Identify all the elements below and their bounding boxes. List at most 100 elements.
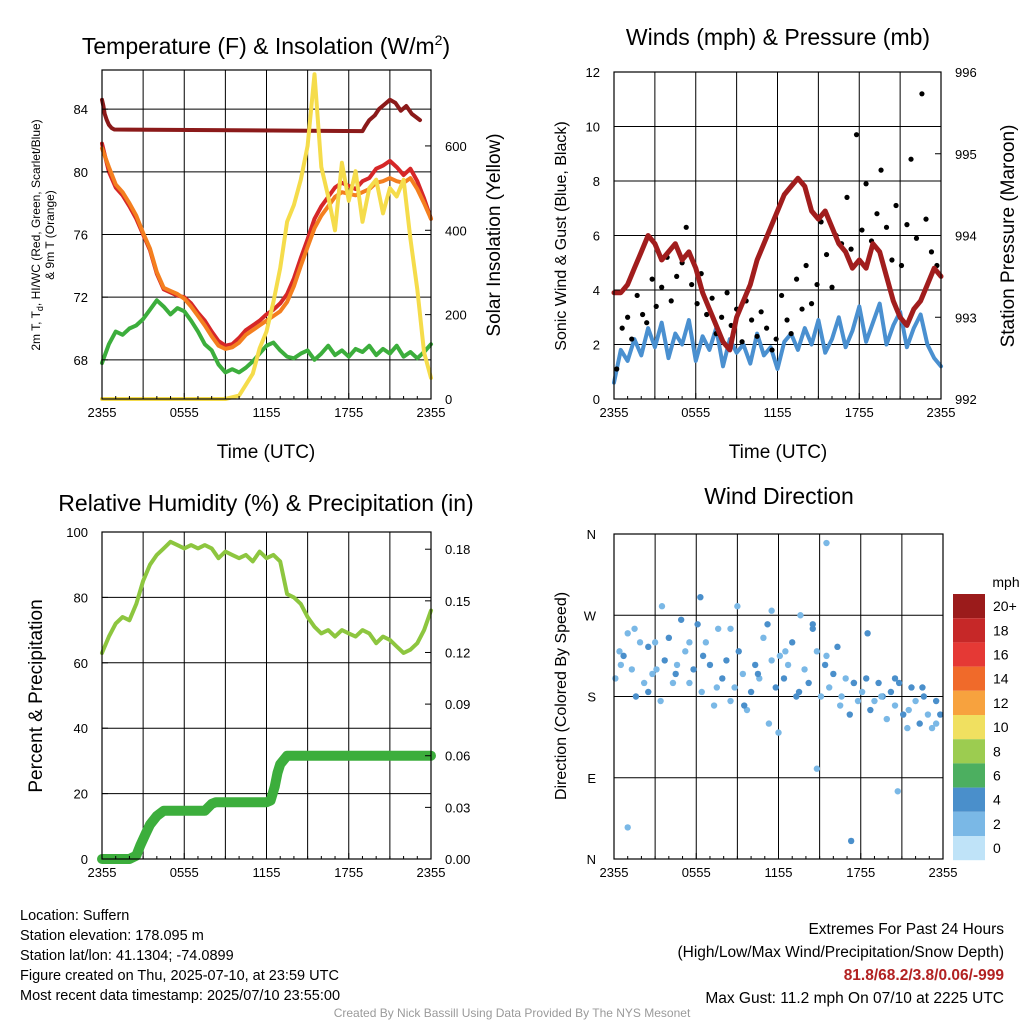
x-tick-label: 2355 <box>929 865 958 880</box>
gust-point <box>629 336 635 342</box>
direction-point <box>863 675 870 682</box>
y-tick-label: 84 <box>74 102 88 117</box>
x-tick-label: 2355 <box>88 405 117 420</box>
direction-point <box>775 729 782 736</box>
direction-point <box>727 625 734 632</box>
gust-point <box>668 298 674 304</box>
direction-point <box>809 621 816 628</box>
direction-point <box>617 661 625 669</box>
gust-point <box>758 309 764 315</box>
station-latlon: Station lat/lon: 41.1304; -74.0899 <box>20 948 234 964</box>
x-tick-label: 1755 <box>846 865 875 880</box>
legend-label: 20+ <box>993 598 1017 614</box>
wind-y-label: Sonic Wind & Gust (Blue, Black) <box>553 121 570 350</box>
direction-point <box>891 702 899 709</box>
humidity-panel: Relative Humidity (%) & Precipitation (i… <box>26 490 474 880</box>
direction-point <box>760 634 767 642</box>
insolation-y-label: Solar Insolation (Yellow) <box>484 133 505 336</box>
x-tick-label: 2355 <box>927 405 956 420</box>
y-right-tick-label: 995 <box>955 147 977 162</box>
direction-point <box>919 684 926 691</box>
legend-label: 12 <box>993 695 1009 711</box>
legend-swatch <box>953 739 985 764</box>
x-tick-label: 1755 <box>334 865 363 880</box>
legend-swatch <box>953 811 985 836</box>
direction-point <box>887 688 895 696</box>
x-tick-label: 0555 <box>170 405 199 420</box>
direction-point <box>789 639 796 646</box>
x-tick-label: 0555 <box>170 865 199 880</box>
direction-point <box>661 657 668 664</box>
winds-panel-title: Winds (mph) & Pressure (mb) <box>626 24 930 50</box>
x-tick-label: 0555 <box>682 865 711 880</box>
y-right-tick-label: 200 <box>445 308 467 323</box>
credit-line: Created By Nick Bassill Using Data Provi… <box>333 1006 691 1020</box>
y-tick-label: E <box>587 771 596 786</box>
direction-point <box>669 679 677 687</box>
direction-point <box>878 693 885 700</box>
gust-point <box>793 276 800 282</box>
x-tick-label: 0555 <box>681 405 710 420</box>
direction-point <box>672 670 679 678</box>
extremes-values: 81.8/68.2/3.8/0.06/-999 <box>843 967 1004 984</box>
series-line-3 <box>100 298 433 375</box>
direction-point <box>821 661 829 669</box>
x-tick-label: 2355 <box>600 405 629 420</box>
series-line-0 <box>612 301 943 385</box>
legend-swatch <box>953 763 985 788</box>
legend-label: 8 <box>993 743 1001 759</box>
gust-point <box>919 91 925 97</box>
legend-label: 16 <box>993 647 1009 663</box>
gust-point <box>619 325 625 331</box>
gust-point <box>844 194 850 200</box>
direction-point <box>826 684 833 691</box>
direction-point <box>838 693 845 700</box>
gust-point <box>883 224 890 230</box>
direction-point <box>801 666 808 673</box>
direction-point <box>920 693 928 700</box>
direction-point <box>895 679 903 687</box>
direction-point <box>916 720 923 727</box>
direction-point <box>858 688 866 696</box>
legend-swatch <box>953 594 985 619</box>
direction-point <box>864 630 871 637</box>
direction-point <box>649 670 656 678</box>
legend-label: 14 <box>993 671 1009 687</box>
gust-point <box>913 235 920 241</box>
gust-point <box>823 251 830 258</box>
direction-point <box>768 607 775 614</box>
gust-point <box>799 306 805 312</box>
direction-point <box>702 639 710 646</box>
y-tick-label: 8 <box>593 174 600 189</box>
gust-point <box>898 262 905 269</box>
y-tick-label: 100 <box>66 525 88 540</box>
wind-direction-y-label: Direction (Colored By Speed) <box>553 592 570 800</box>
direction-point <box>847 837 855 845</box>
gust-point <box>863 181 869 187</box>
direction-point <box>780 675 788 682</box>
direction-point <box>846 711 853 718</box>
y-tick-label: 72 <box>74 290 88 305</box>
direction-point <box>836 702 844 709</box>
gust-point <box>659 284 665 290</box>
x-tick-label: 2355 <box>417 405 446 420</box>
direction-point <box>636 639 644 646</box>
direction-point <box>817 693 825 700</box>
legend-swatch <box>953 836 985 861</box>
direction-point <box>891 675 899 682</box>
gust-point <box>709 295 715 301</box>
gust-point <box>788 331 794 337</box>
gust-point <box>889 257 895 263</box>
direction-point <box>830 670 837 678</box>
gust-point <box>874 211 880 217</box>
x-tick-label: 2355 <box>417 865 446 880</box>
gust-point <box>754 333 760 339</box>
y-tick-label: 0 <box>81 852 88 867</box>
direction-point <box>624 824 631 831</box>
direction-point <box>735 648 742 655</box>
direction-point <box>624 630 631 637</box>
series-line-1 <box>97 750 436 864</box>
legend-swatch <box>953 787 985 812</box>
direction-point <box>776 652 784 660</box>
direction-point <box>686 639 693 646</box>
